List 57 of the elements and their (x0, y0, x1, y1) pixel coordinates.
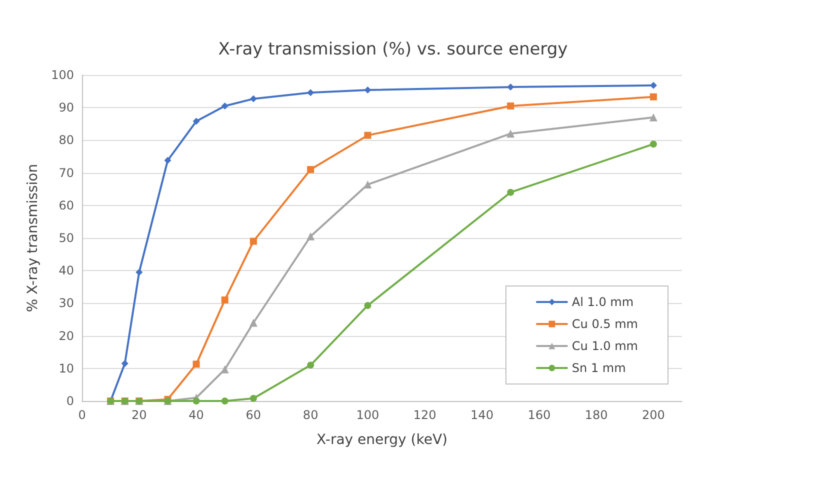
y-tick-label: 40 (58, 264, 74, 278)
x-tick-label: 140 (470, 408, 494, 422)
x-tick-label: 80 (302, 408, 318, 422)
point (650, 140, 657, 148)
y-tick-label: 60 (58, 198, 74, 212)
legend-label: Sn 1 mm (572, 361, 626, 375)
x-tick-label: 0 (78, 408, 86, 422)
legend-label: Al 1.0 mm (572, 295, 634, 309)
point (507, 188, 514, 196)
legend-label: Cu 1.0 mm (572, 339, 638, 353)
point (192, 118, 200, 125)
point (250, 95, 257, 102)
point (136, 268, 143, 276)
y-tick-label: 70 (58, 166, 74, 180)
point (192, 398, 200, 404)
y-tick-label: 10 (58, 361, 74, 376)
point (121, 360, 128, 368)
point (307, 362, 314, 369)
x-tick-label: 40 (188, 408, 204, 422)
y-tick-label: 30 (58, 296, 74, 310)
point (649, 113, 658, 122)
x-tick-label: 180 (584, 408, 608, 422)
point (364, 86, 372, 94)
point (192, 360, 200, 368)
x-tick-label: 60 (246, 408, 262, 422)
point (249, 318, 258, 327)
point (221, 102, 228, 110)
point (507, 84, 514, 91)
point (364, 302, 372, 309)
point (221, 296, 228, 304)
point (250, 394, 257, 402)
y-axis-title: % X-ray transmission (25, 164, 41, 312)
point (364, 132, 372, 139)
point (164, 156, 172, 164)
x-axis-title: X-ray energy (keV) (316, 432, 448, 448)
y-tick-label: 80 (58, 133, 74, 148)
point (507, 102, 514, 110)
y-tick-label: 100 (51, 68, 74, 82)
point (307, 89, 314, 96)
x-tick-label: 120 (413, 408, 436, 422)
legend-label: Cu 0.5 mm (572, 317, 638, 331)
x-tick-label: 100 (356, 408, 380, 422)
y-tick-label: 50 (58, 231, 74, 245)
point (506, 130, 515, 138)
point (650, 82, 657, 89)
y-tick-label: 90 (58, 100, 74, 115)
point (306, 232, 315, 240)
point (221, 398, 228, 404)
chart-title: X-ray transmission (%) vs. source energy (218, 40, 568, 60)
x-tick-label: 200 (642, 408, 665, 422)
point (650, 93, 657, 100)
x-tick-label: 160 (528, 408, 551, 422)
y-tick-label: 20 (58, 328, 74, 343)
x-tick-label: 20 (132, 408, 147, 422)
point (250, 238, 257, 245)
point (307, 166, 314, 174)
y-tick-label: 0 (66, 394, 74, 408)
